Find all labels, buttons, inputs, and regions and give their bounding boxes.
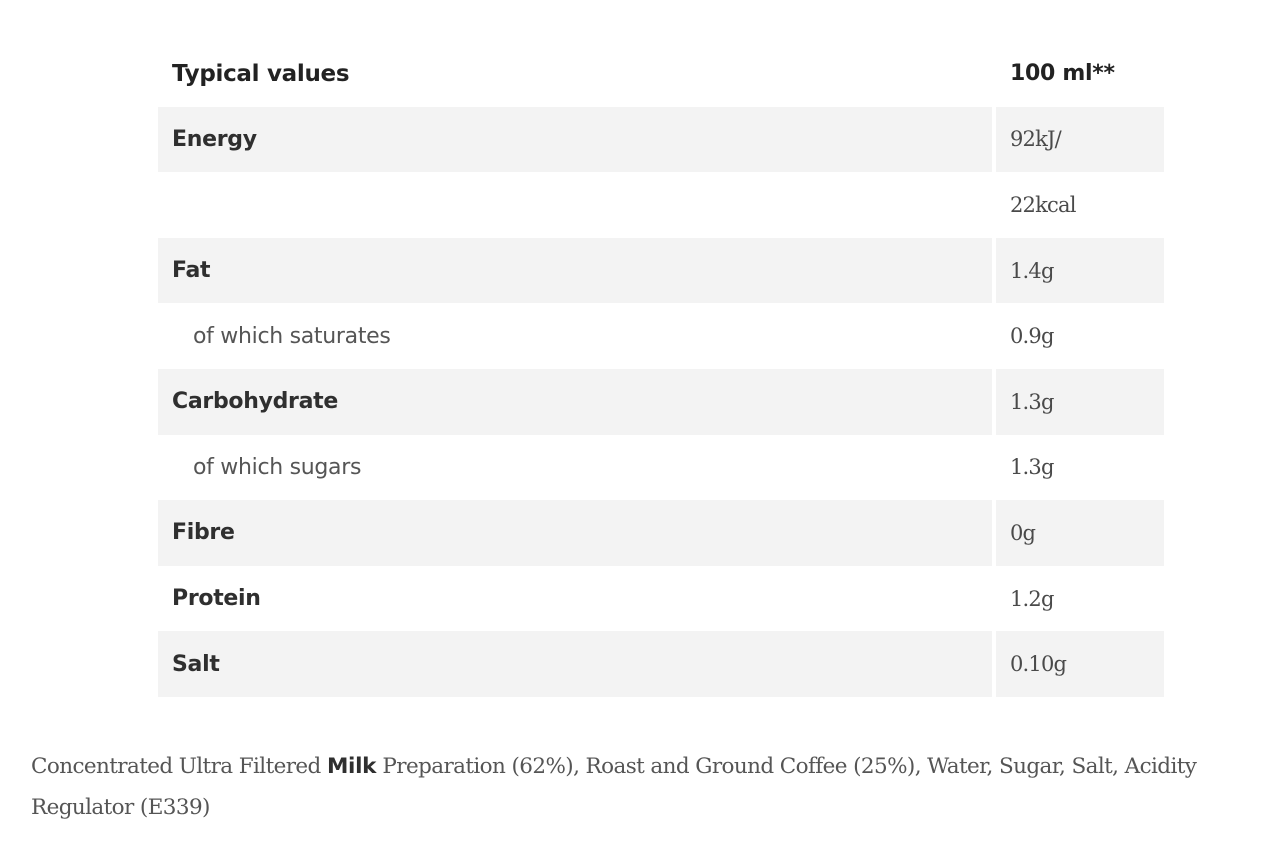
table-row-fibre: Fibre 0g	[158, 500, 1164, 566]
nutrient-value: 1.2g	[1010, 586, 1054, 611]
table-row-protein: Protein 1.2g	[158, 565, 1164, 632]
column-gap	[992, 303, 996, 369]
column-gap	[992, 368, 996, 435]
nutrient-name: Energy	[158, 106, 992, 173]
table-row-saturates: of which saturates 0.9g	[158, 303, 1164, 369]
nutrient-name: of which saturates	[193, 323, 391, 349]
table-row-carbohydrate: Carbohydrate 1.3g	[158, 368, 1164, 435]
column-gap	[992, 41, 996, 107]
nutrient-value: 1.4g	[996, 237, 1164, 304]
column-gap	[992, 172, 996, 238]
column-gap	[992, 434, 996, 501]
nutrient-value: 1.3g	[996, 368, 1164, 435]
ingredients-after: Preparation (62%), Roast and Ground Coff…	[31, 753, 1197, 820]
ingredients-before: Concentrated Ultra Filtered	[31, 753, 327, 779]
column-gap	[992, 106, 996, 173]
column-gap	[992, 500, 996, 566]
allergen-milk: Milk	[326, 753, 377, 779]
header-typical-values: Typical values	[172, 60, 350, 87]
nutrient-name: Fibre	[158, 500, 992, 566]
nutrient-name: of which sugars	[193, 454, 362, 480]
column-gap	[992, 237, 996, 304]
table-row-salt: Salt 0.10g	[158, 631, 1164, 697]
table-row-energy-kcal: 22kcal	[158, 172, 1164, 238]
nutrient-value: 1.3g	[1010, 455, 1054, 480]
ingredients-text: Concentrated Ultra Filtered Milk Prepara…	[31, 746, 1256, 828]
table-row-fat: Fat 1.4g	[158, 237, 1164, 304]
header-per-100ml: 100 ml**	[1010, 61, 1115, 87]
nutrient-value: 22kcal	[1010, 192, 1076, 217]
table-header-row: Typical values 100 ml**	[158, 41, 1164, 107]
column-gap	[992, 631, 996, 697]
nutrient-name: Fat	[158, 237, 992, 304]
column-gap	[992, 565, 996, 632]
nutrient-name: Salt	[158, 631, 992, 697]
nutrient-value: 0.9g	[1010, 324, 1054, 349]
nutrient-value: 0g	[996, 500, 1164, 566]
table-row-energy-kj: Energy 92kJ/	[158, 106, 1164, 173]
nutrient-name: Carbohydrate	[158, 368, 992, 435]
nutrient-name: Protein	[172, 586, 261, 612]
table-row-sugars: of which sugars 1.3g	[158, 434, 1164, 501]
nutrient-name	[158, 172, 992, 238]
nutrition-table: Typical values 100 ml** Energy 92kJ/ 22k…	[158, 41, 1164, 697]
nutrient-value: 0.10g	[996, 631, 1164, 697]
nutrient-value: 92kJ/	[996, 106, 1164, 173]
